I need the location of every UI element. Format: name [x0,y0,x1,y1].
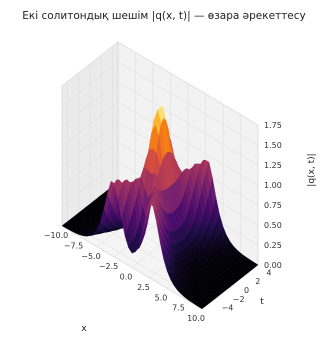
grid-line-z [117,61,259,146]
grid-line-z [61,101,119,147]
t-axis-label: t [260,297,264,307]
x-tick-label: 10.0 [187,314,205,323]
t-tick-label: 4 [266,268,271,277]
x-tick-label: 5.0 [155,293,168,302]
grid-line-z [117,101,259,186]
z-tick-label: 1.25 [264,161,282,170]
t-tick-label: −4 [222,304,234,313]
x-tick-label: −10.0 [44,231,69,240]
z-axis-label: |q(x, t)| [307,153,317,186]
surface [61,105,259,310]
z-tick-label: 1.00 [264,181,282,190]
x-tick-label: −7.5 [64,241,83,250]
x-tick-label: 0.0 [120,273,133,282]
x-tick-label: 2.5 [137,283,150,292]
grid-line-z [61,121,119,167]
grid-line-z [117,121,259,206]
t-tick-label: 0 [244,286,249,295]
x-tick-label: −2.5 [99,262,118,271]
z-tick-label: 0.75 [264,201,282,210]
grid-line-z [61,81,119,127]
z-tick-label: 0.00 [264,261,282,270]
z-tick-label: 0.25 [264,241,282,250]
chart-title: Екі солитондық шешім |q(x, t)| — өзара ә… [22,10,306,22]
z-tick-label: 1.50 [264,141,282,150]
grid-line-z [117,81,259,166]
z-tick-label: 1.75 [264,121,282,130]
surface-patch [198,304,205,310]
grid-line-z [61,141,119,187]
grid-line-z [61,161,119,207]
t-tick-label: 2 [255,277,260,286]
grid-line-z [117,41,259,126]
x-tick-label: 7.5 [172,304,185,313]
tick-labels: −10.0−7.5 −5.0−2.50.0 2.5 5.0 7.510.0 −4−2024… [44,121,282,323]
grid-line-z [61,61,119,107]
grid-line-z [61,41,119,87]
z-tick-label: 0.50 [264,221,282,230]
x-axis-label: x [81,324,87,334]
x-tick-label: −5.0 [81,252,100,261]
t-tick-label: −2 [233,295,245,304]
